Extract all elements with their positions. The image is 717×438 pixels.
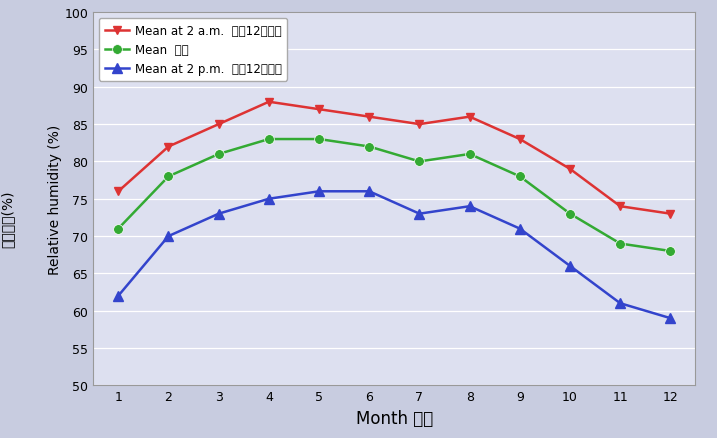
- Mean  平均: [516, 174, 524, 180]
- Mean at 2 a.m.  上午12時平均: [265, 100, 273, 105]
- Text: 相對濕度(%): 相對濕度(%): [0, 191, 14, 247]
- Mean at 2 p.m.  下午12時平均: [164, 234, 173, 239]
- Mean at 2 p.m.  下午12時平均: [666, 316, 675, 321]
- Mean  平均: [616, 241, 625, 247]
- Mean at 2 a.m.  上午12時平均: [465, 115, 474, 120]
- Mean at 2 a.m.  上午12時平均: [516, 137, 524, 142]
- Line: Mean at 2 p.m.  下午12時平均: Mean at 2 p.m. 下午12時平均: [113, 187, 675, 323]
- Mean at 2 a.m.  上午12時平均: [365, 115, 374, 120]
- Mean  平均: [415, 159, 424, 165]
- Legend: Mean at 2 a.m.  上午12時平均, Mean  平均, Mean at 2 p.m.  下午12時平均: Mean at 2 a.m. 上午12時平均, Mean 平均, Mean at…: [99, 19, 288, 81]
- Mean at 2 p.m.  下午12時平均: [265, 197, 273, 202]
- Mean at 2 a.m.  上午12時平均: [566, 167, 574, 172]
- Mean  平均: [666, 249, 675, 254]
- Mean at 2 a.m.  上午12時平均: [666, 212, 675, 217]
- Mean at 2 a.m.  上午12時平均: [214, 122, 223, 127]
- Mean at 2 a.m.  上午12時平均: [315, 107, 323, 113]
- Mean  平均: [365, 145, 374, 150]
- Mean at 2 a.m.  上午12時平均: [164, 145, 173, 150]
- Mean at 2 p.m.  下午12時平均: [516, 226, 524, 232]
- Mean  平均: [214, 152, 223, 157]
- Mean  平均: [566, 212, 574, 217]
- Line: Mean at 2 a.m.  上午12時平均: Mean at 2 a.m. 上午12時平均: [114, 99, 675, 218]
- Mean  平均: [465, 152, 474, 157]
- Mean at 2 p.m.  下午12時平均: [365, 189, 374, 194]
- Mean at 2 p.m.  下午12時平均: [315, 189, 323, 194]
- Mean  平均: [315, 137, 323, 142]
- Mean at 2 p.m.  下午12時平均: [465, 204, 474, 209]
- X-axis label: Month 月份: Month 月份: [356, 409, 433, 427]
- Mean at 2 a.m.  上午12時平均: [114, 189, 123, 194]
- Mean at 2 p.m.  下午12時平均: [114, 293, 123, 299]
- Mean at 2 p.m.  下午12時平均: [214, 212, 223, 217]
- Mean at 2 p.m.  下午12時平均: [616, 301, 625, 306]
- Mean at 2 a.m.  上午12時平均: [616, 204, 625, 209]
- Mean  平均: [114, 226, 123, 232]
- Line: Mean  平均: Mean 平均: [113, 135, 675, 256]
- Y-axis label: Relative humidity (%): Relative humidity (%): [48, 124, 62, 274]
- Mean at 2 a.m.  上午12時平均: [415, 122, 424, 127]
- Mean  平均: [265, 137, 273, 142]
- Mean at 2 p.m.  下午12時平均: [566, 264, 574, 269]
- Mean at 2 p.m.  下午12時平均: [415, 212, 424, 217]
- Mean  平均: [164, 174, 173, 180]
